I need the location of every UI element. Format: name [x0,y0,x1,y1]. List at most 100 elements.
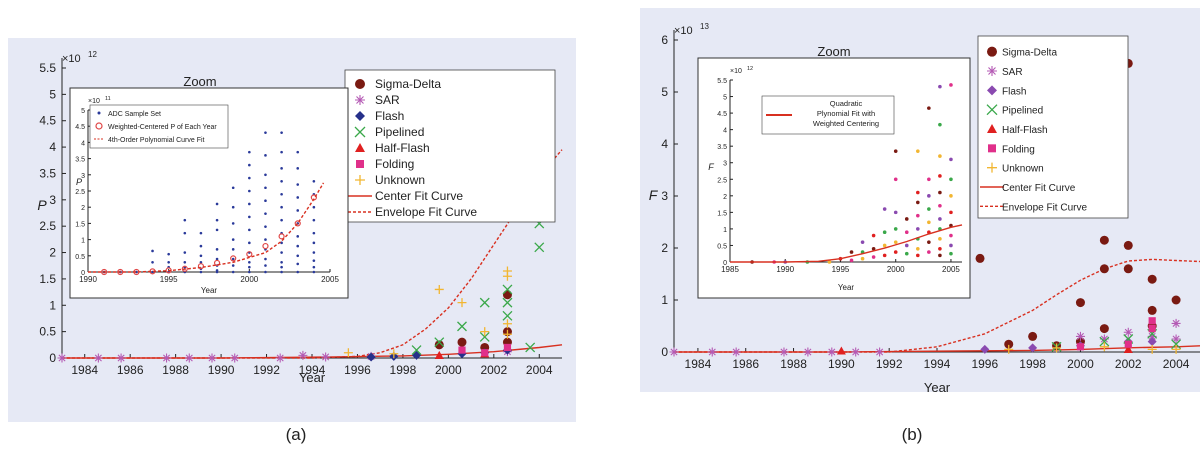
inset-sample-point [199,244,203,248]
inset-sample-point [264,225,267,228]
inset-title: Zoom [817,44,850,59]
inset-exponent-power: 11 [105,96,111,102]
inset-sample-point [949,194,953,198]
x-tick-label: 2004 [1163,357,1190,371]
inset-sample-point [215,218,219,222]
inset-y-tick-label: 0.5 [717,243,727,250]
data-point-sigma-delta [457,337,467,347]
data-point-sigma-delta [434,340,444,350]
inset-sample-point [882,243,887,248]
inset-sample-point [849,258,854,263]
legend-swatch [354,126,366,138]
data-point-pipelined [1171,339,1182,350]
inset-sample-point [927,177,931,182]
data-point-sigma-delta [975,253,985,263]
y-exponent-base: ×10 [674,25,693,37]
inset-weighted-point [294,220,301,227]
inset-sample-point [860,240,865,244]
y-tick-label: 0 [661,345,668,359]
x-tick-label: 2002 [1115,357,1142,371]
inset-weighted-point [165,267,172,274]
inset-sample-point [264,186,267,190]
data-point-folding [1076,343,1085,351]
x-axis-label: Year [924,380,951,395]
inset-x-tick-label: 2005 [321,275,339,284]
inset-x-tick-label: 1995 [160,275,178,284]
inset-y-tick-label: 4 [81,140,85,147]
inset-sample-point [264,238,267,241]
data-point-sar [1171,318,1181,328]
x-tick-label: 1984 [685,357,712,371]
inset-title: Zoom [183,74,216,89]
inset-sample-point [296,183,300,186]
inset-sample-point [231,238,235,241]
inset-y-tick-label: 3.5 [75,157,85,164]
legend-label: Half-Flash [1002,125,1048,136]
inset-sample-point [904,217,909,221]
inset-sample-point [916,149,920,153]
inset-sample-point [264,131,267,134]
inset-sample-point [938,190,942,195]
inset-sample-point [248,202,251,206]
legend-label: SAR [1002,67,1023,78]
data-point-sigma-delta [1099,324,1109,334]
x-tick-label: 1986 [732,357,759,371]
inset-sample-point [871,233,876,238]
inset-weighted-point [117,268,124,276]
inset-sample-point [264,264,267,267]
inset-sample-point [215,248,219,251]
inset-x-tick-label: 1990 [776,265,794,274]
inset-x-tick-label: 2000 [240,275,258,284]
inset-x-tick-label: 2005 [942,265,960,274]
data-point-sar [827,347,837,357]
inset-sample-point [882,230,887,235]
y-axis-label: P [37,197,47,213]
inset-y-tick-label: 1.5 [717,210,727,217]
y-tick-label: 4 [49,140,56,154]
inset-y-tick-label: 3.5 [717,144,727,151]
inset-y-tick-label: 0 [81,270,85,277]
data-point-pipelined [502,284,513,295]
legend-label: Pipelined [1002,106,1043,117]
inset-sample-point [248,150,251,154]
inset-y-tick-label: 5 [723,95,727,102]
inset-fit-curve [88,182,325,273]
data-point-sar [669,347,679,357]
data-point-pipelined [457,321,467,332]
inset-sample-point [264,154,267,157]
inset-y-tick-label: 3 [81,173,85,180]
data-point-half-flash [836,346,846,355]
y-tick-label: 4 [661,137,668,151]
data-point-sar [1099,334,1109,344]
data-point-sar [321,352,331,362]
data-point-half-flash [434,350,444,359]
inset-weighted-point [101,268,108,276]
x-tick-label: 1996 [344,363,371,377]
legend-swatch [987,85,997,96]
y-tick-label: 3.5 [39,166,56,180]
inset-sample-point [893,240,898,244]
inset-y-tick-label: 2 [723,194,727,201]
data-point-pipelined [502,297,513,308]
inset-sample-point [231,186,235,190]
y-tick-label: 0 [49,351,56,365]
data-point-sar [93,353,103,363]
data-point-sar [298,350,308,360]
inset-sample-point [916,213,920,218]
data-point-sigma-delta [1123,240,1133,250]
inset-sample-point [312,218,316,222]
inset-sample-point [312,231,316,235]
inset-legend-label: Weighted-Centered P of Each Year [108,124,217,131]
y-tick-label: 0.5 [39,325,56,339]
data-point-sar [803,347,813,357]
inset-x-axis-label: Year [201,286,218,295]
inset-sample-point [183,231,187,235]
legend-label: Folding [375,157,414,171]
inset-legend-swatch [97,111,101,115]
legend-label: Envelope Fit Curve [375,205,477,219]
data-point-sigma-delta [1147,305,1157,315]
legend-label: Half-Flash [375,141,430,155]
inset-sample-point [183,260,187,264]
x-tick-label: 1992 [253,363,280,377]
